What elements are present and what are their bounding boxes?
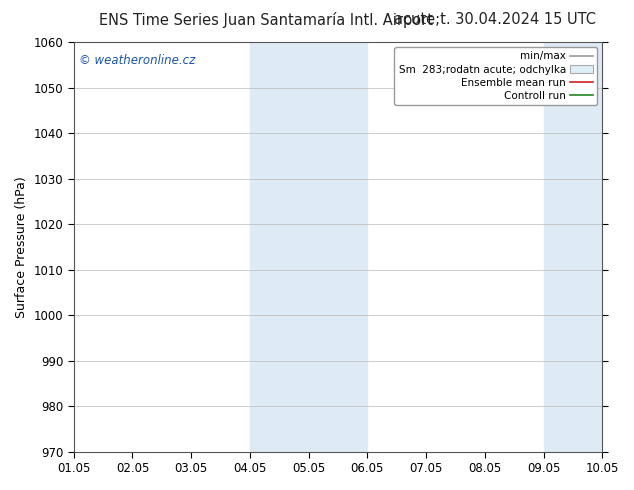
Bar [309, 42, 367, 452]
Bar [250, 42, 309, 452]
Bar [543, 42, 602, 452]
Y-axis label: Surface Pressure (hPa): Surface Pressure (hPa) [15, 176, 28, 318]
Text: © weatheronline.cz: © weatheronline.cz [79, 54, 195, 67]
Legend: min/max, Sm  283;rodatn acute; odchylka, Ensemble mean run, Controll run: min/max, Sm 283;rodatn acute; odchylka, … [394, 47, 597, 105]
Text: ENS Time Series Juan Santamaría Intl. Airport: ENS Time Series Juan Santamaría Intl. Ai… [100, 12, 433, 28]
Text: acute;t. 30.04.2024 15 UTC: acute;t. 30.04.2024 15 UTC [394, 12, 595, 27]
